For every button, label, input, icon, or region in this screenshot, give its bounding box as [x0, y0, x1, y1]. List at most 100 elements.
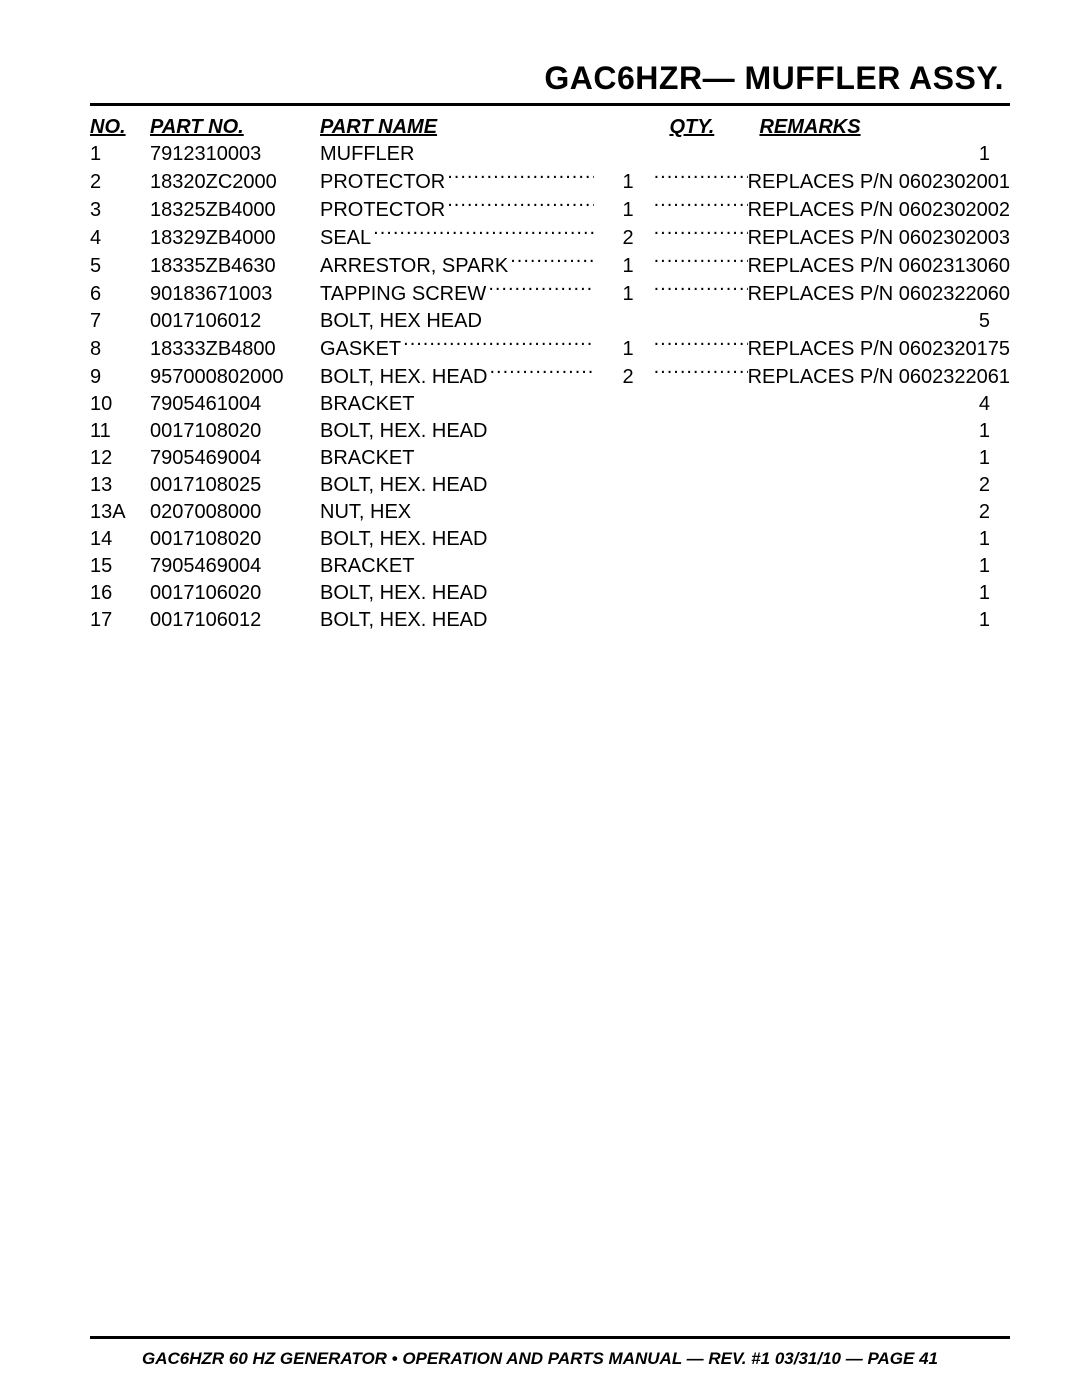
parts-table: NO. PART NO. PART NAME QTY. REMARKS 1791… [90, 114, 1010, 634]
table-row: 818333ZB4800GASKET1REPLACES P/N 06023201… [90, 335, 1010, 363]
cell-remarks: REPLACES P/N 0602322060 [748, 281, 1010, 308]
cell-partno: 0207008000 [150, 499, 320, 526]
cell-partname: BOLT, HEX. HEAD [320, 526, 489, 553]
cell-qty: 1 [594, 281, 634, 308]
leader-fill [373, 224, 593, 252]
cell-partno: 0017108025 [150, 472, 320, 499]
table-row: 218320ZC2000PROTECTOR1REPLACES P/N 06023… [90, 168, 1010, 196]
cell-partname: BOLT, HEX HEAD [320, 308, 484, 335]
cell-qty: 1 [950, 526, 990, 553]
cell-qty: 1 [950, 418, 990, 445]
cell-partno: 0017106012 [150, 607, 320, 634]
cell-partno: 18329ZB4000 [150, 225, 320, 252]
table-row: 518335ZB4630ARRESTOR, SPARK 1 REPLACES P/N… [90, 252, 1010, 280]
table-row: 170017106012BOLT, HEX. HEAD 1 [90, 607, 1010, 634]
table-row: 17912310003MUFFLER1 [90, 141, 1010, 168]
table-row: 127905469004BRACKET 1 [90, 445, 1010, 472]
col-header-remarks: REMARKS [759, 114, 1010, 141]
cell-qty: 1 [594, 169, 634, 196]
cell-remarks: REPLACES P/N 0602302002 [748, 197, 1010, 224]
cell-no: 12 [90, 445, 150, 472]
cell-partno: 7905469004 [150, 553, 320, 580]
cell-qty: 1 [950, 445, 990, 472]
leader-fill [447, 196, 593, 224]
cell-partno: 18325ZB4000 [150, 197, 320, 224]
page: GAC6HZR— MUFFLER ASSY. NO. PART NO. PART… [0, 0, 1080, 1397]
cell-qty: 1 [594, 253, 634, 280]
cell-partno: 18335ZB4630 [150, 253, 320, 280]
cell-partname: GASKET [320, 336, 403, 363]
cell-partno: 0017108020 [150, 526, 320, 553]
cell-partno: 18320ZC2000 [150, 169, 320, 196]
cell-no: 13 [90, 472, 150, 499]
cell-no: 6 [90, 281, 150, 308]
cell-remarks: REPLACES P/N 0602322061 [748, 364, 1010, 391]
cell-no: 13A [90, 499, 150, 526]
footer-rule [90, 1336, 1010, 1339]
cell-partno: 0017106012 [150, 308, 320, 335]
col-header-partno: PART NO. [150, 114, 320, 141]
cell-no: 9 [90, 364, 150, 391]
cell-partname: BRACKET [320, 553, 416, 580]
table-row: 70017106012BOLT, HEX HEAD5 [90, 308, 1010, 335]
table-row: 160017106020BOLT, HEX. HEAD 1 [90, 580, 1010, 607]
cell-no: 5 [90, 253, 150, 280]
leader-fill-2 [654, 280, 748, 308]
cell-partname: BRACKET [320, 391, 416, 418]
table-body: 17912310003MUFFLER1218320ZC2000PROTECTOR… [90, 141, 1010, 634]
cell-partname: BOLT, HEX. HEAD [320, 472, 489, 499]
table-row: 9957000802000BOLT, HEX. HEAD2REPLACES P/… [90, 363, 1010, 391]
cell-partno: 0017106020 [150, 580, 320, 607]
leader-fill [447, 168, 593, 196]
cell-no: 14 [90, 526, 150, 553]
cell-no: 3 [90, 197, 150, 224]
table-row: 130017108025BOLT, HEX. HEAD 2 [90, 472, 1010, 499]
cell-qty: 2 [950, 472, 990, 499]
cell-qty: 5 [950, 308, 990, 335]
cell-partno: 7912310003 [150, 141, 320, 168]
cell-no: 11 [90, 418, 150, 445]
cell-qty: 1 [950, 553, 990, 580]
table-row: 13A0207008000NUT, HEX2 [90, 499, 1010, 526]
cell-partname: BOLT, HEX. HEAD [320, 580, 489, 607]
cell-qty: 1 [950, 580, 990, 607]
cell-qty: 2 [594, 225, 634, 252]
leader-fill-2 [654, 363, 748, 391]
table-row: 140017108020BOLT, HEX. HEAD 1 [90, 526, 1010, 553]
cell-qty: 1 [950, 141, 990, 168]
cell-qty: 1 [594, 336, 634, 363]
cell-remarks: REPLACES P/N 0602313060 [748, 253, 1010, 280]
cell-no: 8 [90, 336, 150, 363]
cell-partname: BRACKET [320, 445, 416, 472]
page-footer: GAC6HZR 60 HZ GENERATOR • OPERATION AND … [0, 1349, 1080, 1369]
col-header-qty: QTY. [649, 114, 759, 141]
table-header: NO. PART NO. PART NAME QTY. REMARKS [90, 114, 1010, 141]
cell-partname: BOLT, HEX. HEAD [320, 607, 489, 634]
cell-partno: 90183671003 [150, 281, 320, 308]
cell-qty: 1 [594, 197, 634, 224]
title-rule [90, 103, 1010, 106]
page-title: GAC6HZR— MUFFLER ASSY. [90, 60, 1010, 97]
cell-partno: 7905461004 [150, 391, 320, 418]
cell-qty: 1 [950, 607, 990, 634]
cell-no: 1 [90, 141, 150, 168]
table-row: 157905469004BRACKET1 [90, 553, 1010, 580]
cell-partname: NUT, HEX [320, 499, 413, 526]
cell-remarks: REPLACES P/N 0602320175 [748, 336, 1010, 363]
cell-partno: 7905469004 [150, 445, 320, 472]
cell-partname: SEAL [320, 225, 373, 252]
table-row: 690183671003TAPPING SCREW 1 REPLACES P/N 0… [90, 280, 1010, 308]
cell-no: 16 [90, 580, 150, 607]
table-row: 318325ZB4000PROTECTOR1REPLACES P/N 06023… [90, 196, 1010, 224]
cell-partname: TAPPING SCREW [320, 281, 488, 308]
cell-no: 2 [90, 169, 150, 196]
cell-partname: PROTECTOR [320, 169, 447, 196]
cell-partname: BOLT, HEX. HEAD [320, 364, 489, 391]
table-row: 418329ZB4000SEAL2REPLACES P/N 0602302003 [90, 224, 1010, 252]
table-row: 110017108020BOLT, HEX. HEAD1 [90, 418, 1010, 445]
cell-partname: ARRESTOR, SPARK [320, 253, 510, 280]
col-header-no: NO. [90, 114, 150, 141]
cell-qty: 4 [950, 391, 990, 418]
cell-no: 17 [90, 607, 150, 634]
leader-fill [489, 363, 593, 391]
